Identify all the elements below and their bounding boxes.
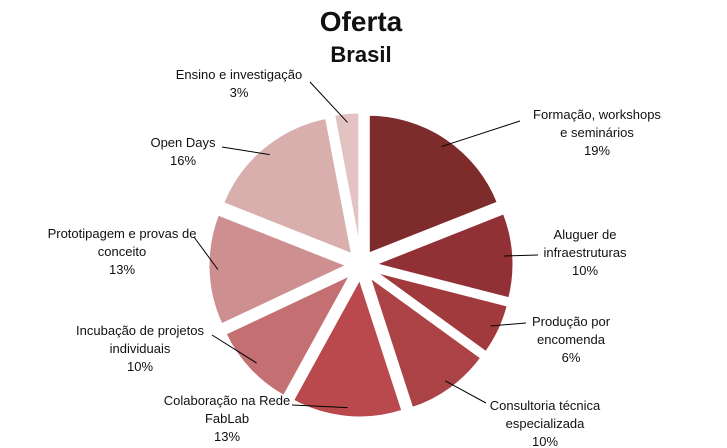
slice-value-7: 13% — [109, 262, 135, 277]
slice-text-4-2: especializada — [506, 416, 586, 431]
slice-value-2: 10% — [572, 263, 598, 278]
slice-label-1: Formação, workshops e seminários 19% — [533, 107, 661, 158]
chart-title: Oferta — [320, 6, 403, 37]
slice-label-4: Consultoria técnica especializada 10% — [490, 398, 601, 448]
pie-slices — [206, 110, 516, 420]
leader-lines — [193, 81, 539, 409]
pie-slice-9 — [331, 110, 362, 253]
slice-text-4-1: Consultoria técnica — [490, 398, 601, 413]
pie-slice-4 — [365, 271, 484, 411]
slice-value-8: 16% — [170, 153, 196, 168]
slice-label-9: Ensino e investigação 3% — [176, 67, 302, 100]
slice-text-3-2: encomenda — [537, 332, 606, 347]
leader-line-5 — [291, 404, 348, 409]
slice-value-4: 10% — [532, 434, 558, 448]
leader-line-1 — [441, 120, 521, 148]
slice-labels: Formação, workshops e seminários 19% Alugue… — [48, 67, 662, 448]
slice-text-5-1: Colaboração na Rede — [164, 393, 290, 408]
slice-label-5: Colaboração na Rede FabLab 13% — [164, 393, 290, 444]
slice-label-3: Produção por encomenda 6% — [532, 314, 611, 365]
slice-label-6: Incubação de projetos individuais 10% — [76, 323, 204, 374]
slice-text-9-1: Ensino e investigação — [176, 67, 302, 82]
slice-text-3-1: Produção por — [532, 314, 611, 329]
slice-text-2-1: Aluguer de — [554, 227, 617, 242]
slice-text-2-2: infraestruturas — [543, 245, 627, 260]
slice-text-5-2: FabLab — [205, 411, 249, 426]
chart-subtitle: Brasil — [330, 42, 391, 67]
leader-line-3 — [490, 322, 527, 327]
leader-line-7 — [193, 236, 219, 270]
slice-value-1: 19% — [584, 143, 610, 158]
slice-text-6-1: Incubação de projetos — [76, 323, 204, 338]
slice-text-1-2: e seminários — [560, 125, 634, 140]
slice-text-8-1: Open Days — [150, 135, 216, 150]
leader-line-8 — [221, 146, 270, 156]
pie-slice-3 — [371, 269, 511, 355]
slice-label-8: Open Days 16% — [150, 135, 216, 168]
slice-text-7-1: Prototipagem e provas de — [48, 226, 197, 241]
slice-value-3: 6% — [562, 350, 581, 365]
leader-line-9 — [309, 81, 348, 123]
pie-slice-8 — [220, 115, 355, 258]
slice-text-6-2: individuais — [110, 341, 171, 356]
pie-slice-1 — [366, 112, 501, 257]
leader-line-4 — [444, 380, 487, 404]
pie-slice-5 — [290, 274, 405, 420]
slice-label-7: Prototipagem e provas de conceito 13% — [48, 226, 197, 277]
slice-text-1-1: Formação, workshops — [533, 107, 661, 122]
pie-slice-6 — [222, 270, 356, 399]
leader-line-6 — [211, 334, 257, 364]
pie-slice-7 — [206, 211, 352, 328]
slice-value-5: 13% — [214, 429, 240, 444]
slice-label-2: Aluguer de infraestruturas 10% — [543, 227, 627, 278]
slice-value-9: 3% — [230, 85, 249, 100]
leader-line-2 — [503, 254, 539, 257]
slice-text-7-2: conceito — [98, 244, 146, 259]
slice-value-6: 10% — [127, 359, 153, 374]
